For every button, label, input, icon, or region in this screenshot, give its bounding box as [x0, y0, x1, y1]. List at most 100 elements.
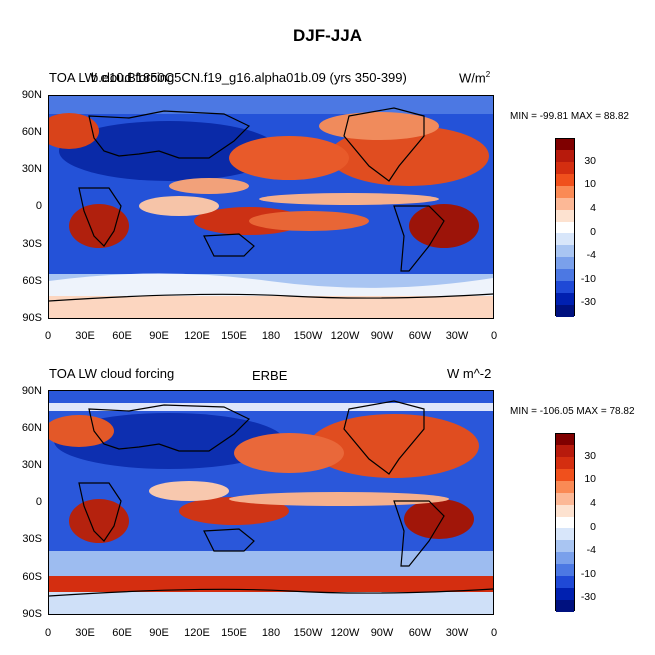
lon-tick: 150E [221, 627, 247, 639]
southern-ocean-band [49, 273, 493, 296]
map-plot-model [48, 95, 494, 319]
lat-tick: 30N [21, 459, 42, 471]
lon-tick: 30E [75, 330, 95, 342]
colorbar-swatch [556, 505, 574, 517]
lat-tick: 90N [21, 89, 42, 101]
coastline-eurasia [88, 110, 251, 159]
lon-tick: 0 [44, 330, 52, 342]
lon-tick: 90W [370, 330, 394, 342]
coastline-north-america [343, 400, 425, 475]
lon-tick: 120W [330, 330, 360, 342]
lon-tick: 30W [445, 330, 469, 342]
panel-left-title: TOA LW cloud forcing [49, 366, 175, 381]
panel-center-title: ERBE [252, 368, 288, 383]
colorbar-swatch [556, 233, 574, 245]
lon-tick: 150W [293, 330, 323, 342]
colorbar-swatch [556, 564, 574, 576]
colorbar-label: 10 [584, 473, 596, 485]
colorbar-swatch [556, 493, 574, 505]
colorbar-swatch [556, 528, 574, 540]
colorbar-swatch [556, 269, 574, 281]
colorbar-swatch [556, 210, 574, 222]
colorbar-model [555, 138, 575, 317]
colorbar-label: -30 [580, 591, 596, 603]
lat-tick: 60S [22, 571, 42, 583]
colorbar-swatch [556, 469, 574, 481]
coastline-africa [78, 187, 122, 247]
coastline-antarctica [49, 293, 493, 302]
colorbar-label: 30 [584, 450, 596, 462]
colorbar-label: 30 [584, 155, 596, 167]
units-base: W/m [459, 70, 486, 86]
lat-tick: 60S [22, 275, 42, 287]
colorbar-label: 0 [590, 521, 596, 533]
colorbar-swatch [556, 150, 574, 162]
coastline-antarctica [49, 588, 493, 597]
lat-tick: 0 [35, 200, 42, 212]
lat-tick: 30N [21, 163, 42, 175]
lon-tick: 60W [408, 330, 432, 342]
lon-tick: 150W [293, 627, 323, 639]
colorbar-swatch [556, 517, 574, 528]
colorbar-swatch [556, 257, 574, 269]
colorbar-swatch [556, 576, 574, 588]
min-max-readout: MIN = -99.81 MAX = 88.82 [510, 111, 629, 122]
lon-tick: 90E [149, 627, 169, 639]
colorbar-swatch [556, 245, 574, 257]
lon-tick: 120E [184, 330, 210, 342]
lat-tick: 30S [22, 533, 42, 545]
lon-tick: 0 [490, 627, 498, 639]
colorbar-swatch [556, 588, 574, 600]
lat-tick: 90S [22, 312, 42, 324]
lon-tick: 60W [408, 627, 432, 639]
colorbar-label: 4 [590, 497, 596, 509]
panel-units: W m^-2 [447, 366, 492, 381]
colorbar-label: 4 [590, 202, 596, 214]
colorbar-swatch [556, 600, 574, 612]
lon-tick: 0 [44, 627, 52, 639]
coastline-south-america [393, 205, 445, 272]
lon-tick: 90W [370, 627, 394, 639]
colorbar-swatch [556, 540, 574, 552]
colorbar-swatch [556, 481, 574, 493]
coastline-south-america [393, 500, 445, 567]
colorbar-swatch [556, 445, 574, 457]
lat-tick: 90N [21, 385, 42, 397]
colorbar-swatch [556, 281, 574, 293]
colorbar-label: -4 [586, 249, 596, 261]
panel-units: W/m2 [459, 70, 490, 85]
colorbar-swatch [556, 305, 574, 317]
lat-tick: 90S [22, 608, 42, 620]
contour-map-observations [49, 391, 493, 614]
coastline-australia [203, 528, 255, 552]
lat-tick: 60N [21, 126, 42, 138]
colorbar-label: -10 [580, 273, 596, 285]
colorbar-label: -30 [580, 296, 596, 308]
coastline-eurasia [88, 404, 251, 452]
min-max-readout: MIN = -106.05 MAX = 78.82 [510, 406, 635, 417]
lon-tick: 90E [149, 330, 169, 342]
lon-tick: 150E [221, 330, 247, 342]
colorbar-swatch [556, 139, 574, 150]
lon-tick: 0 [490, 330, 498, 342]
units-superscript: 2 [485, 70, 491, 79]
lon-tick: 180 [261, 330, 281, 342]
lat-tick: 0 [35, 496, 42, 508]
missing-data-patches [49, 403, 493, 411]
coastline-africa [78, 482, 122, 542]
coastline-australia [203, 233, 255, 257]
coastline-north-america [343, 107, 425, 182]
southern-red-band [49, 576, 493, 592]
colorbar-swatch [556, 552, 574, 564]
colorbar-swatch [556, 186, 574, 198]
lon-tick: 30E [75, 627, 95, 639]
lon-tick: 120W [330, 627, 360, 639]
lon-tick: 60E [112, 330, 132, 342]
lon-tick: 60E [112, 627, 132, 639]
colorbar-label: 10 [584, 178, 596, 190]
colorbar-swatch [556, 222, 574, 233]
colorbar-label: -10 [580, 568, 596, 580]
colorbar-swatch [556, 162, 574, 174]
colorbar-swatch [556, 434, 574, 445]
colorbar-swatch [556, 198, 574, 210]
